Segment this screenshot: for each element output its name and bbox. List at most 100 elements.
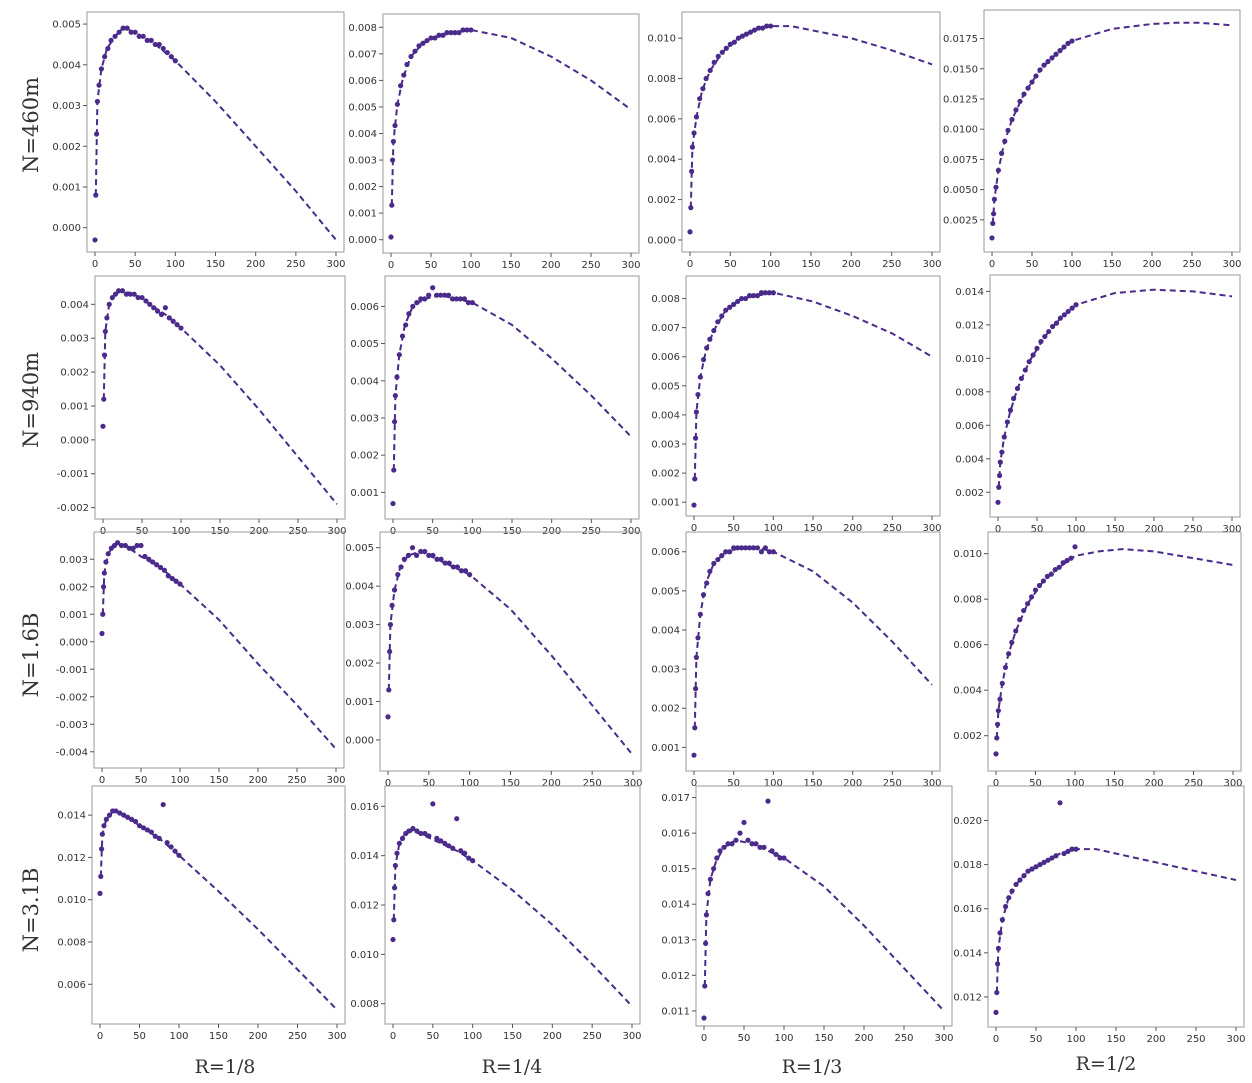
data-point	[1048, 571, 1054, 577]
data-point	[105, 45, 111, 52]
data-point	[142, 553, 148, 560]
data-point	[739, 545, 745, 551]
data-point	[465, 300, 471, 306]
y-tick-label: 0.010	[953, 549, 982, 560]
data-point	[99, 630, 105, 637]
data-point	[700, 86, 706, 92]
data-point	[768, 23, 774, 29]
x-tick-label: 200	[542, 778, 561, 789]
y-tick-label: 0.004	[350, 376, 379, 387]
x-tick-label: 150	[1102, 259, 1121, 270]
x-tick-label: 200	[843, 523, 862, 534]
data-point	[430, 801, 436, 807]
data-point	[1041, 62, 1047, 68]
data-point	[766, 549, 772, 555]
data-point	[742, 295, 749, 302]
data-point	[1006, 651, 1012, 657]
data-point	[412, 48, 418, 54]
data-point	[458, 568, 465, 574]
panel-r1-c3: 0 50 100 150 200 250 300 0.000 0.002 0.004 0.006 0.…	[647, 11, 942, 270]
data-point	[436, 32, 442, 38]
y-tick-label: 0.010	[350, 950, 379, 961]
panel-r1-c4: 0 50 100 150 200 250 300 0.0025 0.0050 0.0075 0.01…	[943, 9, 1242, 270]
fit-curve	[693, 546, 933, 728]
data-point	[418, 548, 424, 555]
data-point	[1061, 850, 1067, 857]
data-point	[1028, 594, 1035, 600]
data-point	[739, 33, 746, 39]
y-tick-label: 0.016	[953, 904, 982, 915]
fit-curve	[94, 26, 337, 241]
data-point	[703, 940, 709, 946]
data-point	[177, 581, 183, 587]
data-point	[693, 654, 699, 660]
data-point	[1006, 895, 1012, 901]
y-tick-label: -0.003	[56, 720, 88, 731]
x-tick-label: 200	[842, 259, 861, 270]
data-point	[97, 890, 103, 896]
y-tick-label: 0.001	[60, 401, 89, 412]
data-point	[996, 472, 1003, 479]
y-tick-label: 0.002	[955, 488, 984, 499]
x-tick-label: 200	[541, 260, 560, 271]
x-tick-label: 100	[460, 778, 479, 789]
data-point	[692, 476, 698, 482]
data-point	[1004, 419, 1010, 425]
data-point	[1061, 312, 1067, 318]
data-point	[1021, 91, 1027, 97]
y-tick-label: 0.015	[661, 864, 690, 875]
y-tick-label: 0.001	[52, 182, 81, 193]
data-point	[116, 29, 122, 35]
data-point	[1072, 544, 1078, 550]
panel-frame	[681, 11, 941, 253]
data-point	[456, 30, 462, 36]
data-point	[387, 621, 394, 628]
data-point	[430, 285, 436, 291]
y-tick-label: 0.014	[57, 811, 86, 822]
y-tick-label: 0.000	[60, 435, 89, 446]
y-tick-label: 0.005	[348, 102, 377, 113]
data-point	[386, 687, 392, 693]
x-tick-label: 0	[691, 778, 697, 789]
data-point	[410, 825, 416, 832]
data-point	[135, 294, 141, 301]
data-point	[700, 357, 707, 363]
fit-curve	[995, 548, 1234, 739]
data-point	[438, 556, 444, 562]
data-point	[123, 291, 129, 297]
y-tick-label: 0.007	[348, 49, 377, 60]
data-point	[995, 945, 1002, 952]
data-point	[707, 876, 714, 882]
data-point	[399, 333, 406, 339]
panel-frame	[987, 785, 1245, 1028]
data-point	[996, 484, 1002, 490]
x-tick-label: 250	[1184, 778, 1203, 789]
data-point	[396, 352, 402, 358]
data-point	[723, 45, 729, 51]
data-point	[125, 814, 131, 820]
data-point	[118, 542, 125, 549]
data-point	[129, 816, 135, 822]
data-point	[151, 305, 157, 311]
data-point	[113, 808, 119, 814]
x-tick-label: 0	[701, 1033, 707, 1044]
x-tick-label: 200	[1144, 778, 1163, 789]
y-tick-label: 0.0175	[943, 34, 978, 45]
data-point	[156, 835, 162, 842]
data-point	[746, 293, 753, 299]
y-tick-label: 0.014	[661, 900, 690, 911]
data-point	[124, 25, 130, 31]
x-tick-label: 250	[883, 778, 902, 789]
data-point	[394, 850, 400, 856]
data-point	[390, 936, 396, 943]
data-point	[143, 298, 149, 304]
y-tick-label: 0.002	[345, 659, 374, 670]
panel-r3-c4: 0 50 100 150 200 250 300 0.002 0.004 0.006 0.008 0.…	[953, 531, 1243, 789]
data-point	[92, 237, 98, 243]
data-point	[160, 45, 166, 52]
data-point	[1060, 560, 1066, 566]
y-tick-label: 0.0050	[943, 185, 978, 196]
panel-r3-c3: 0 50 100 150 200 250 300 0.001 0.002 0.003 0.004 0.…	[651, 531, 942, 789]
data-point	[999, 449, 1005, 455]
x-tick-label: 100	[169, 1031, 188, 1042]
